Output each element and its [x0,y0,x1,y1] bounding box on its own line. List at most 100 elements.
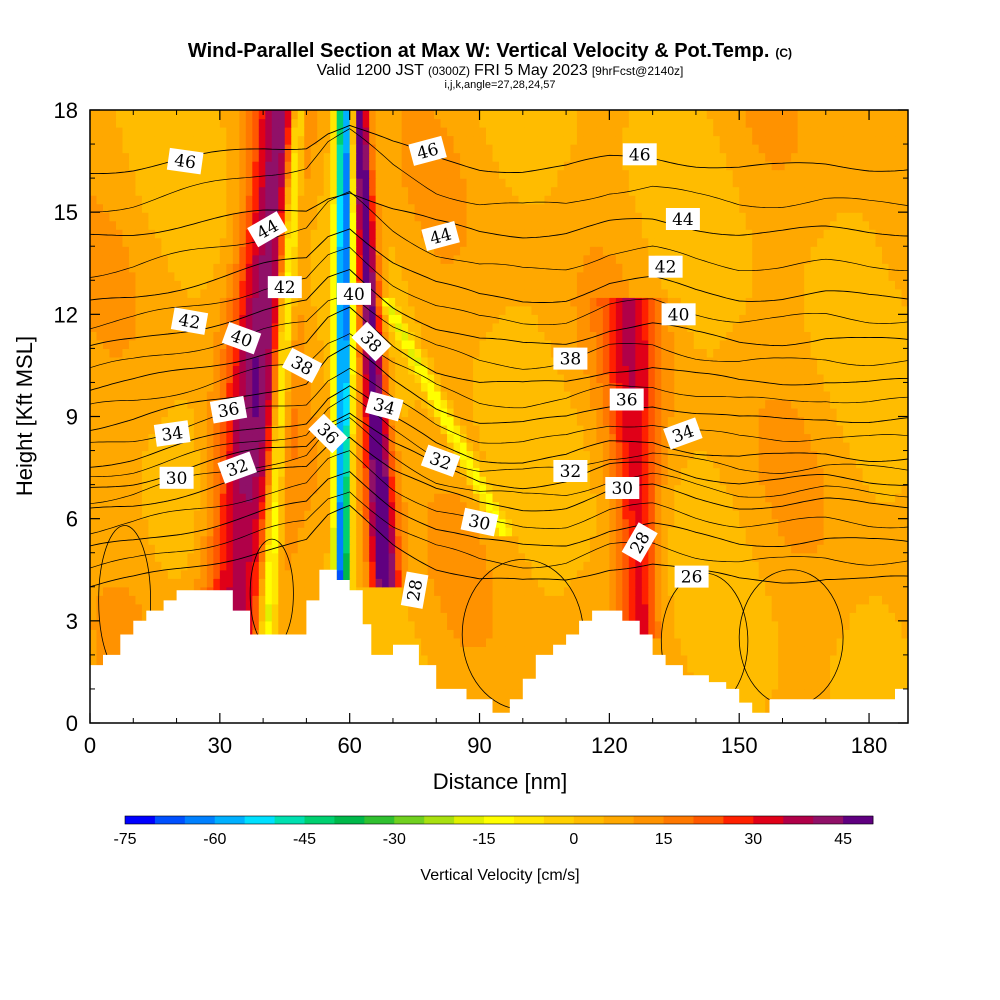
theta-label-box [665,208,700,230]
theta-label-box [460,507,499,537]
theta-label-box [247,211,288,248]
theta-label-box [170,307,209,335]
theta-label: 40 [668,305,690,325]
terrain-mask [90,569,908,723]
colorbar-swatch [304,816,335,824]
terrain [90,569,908,723]
theta-label-box [408,135,447,166]
y-tick-label: 12 [54,302,78,327]
theta-contour-minor [90,394,908,478]
x-tick-label: 60 [337,733,361,758]
theta-contour-44 [90,192,908,239]
theta-label: 46 [173,151,197,174]
theta-label: 26 [681,568,703,588]
theta-label: 42 [274,278,296,298]
colorbar-swatch [184,816,216,824]
theta-label-box [365,391,404,422]
theta-label-box [421,220,460,252]
colorbar-swatch [364,816,395,824]
theta-contour-minor [90,246,908,330]
theta-label-group: 40 [221,322,262,355]
theta-label-box [166,147,204,175]
colorbar-swatch [154,816,186,824]
grid-info: i,j,k,angle=27,28,24,57 [444,79,555,91]
theta-contour-minor [90,450,908,535]
theta-label-box [621,522,658,563]
theta-label-box [153,420,191,447]
theta-label: 36 [216,399,241,422]
theta-contour-minor [90,333,908,409]
theta-label: 28 [404,578,427,603]
theta-contour-26 [90,504,908,588]
colorbar-swatch [484,816,515,824]
theta-contour-minor [90,491,908,569]
theta-label: 40 [343,285,365,305]
y-tick-label: 9 [66,405,78,430]
colorbar-swatch [603,816,635,824]
colorbar-tick-label: 45 [834,831,852,848]
y-tick-label: 15 [54,200,78,225]
y-tick-label: 18 [54,98,78,123]
theta-label-group: 26 [674,565,709,588]
theta-label-box [351,321,392,362]
theta-label: 38 [560,350,582,370]
theta-label-box [267,276,302,299]
theta-label-box [209,395,248,424]
theta-contour-38 [90,306,908,391]
colorbar-swatch [214,816,246,824]
theta-label-group: 28 [400,571,429,609]
x-tick-label: 180 [851,733,888,758]
theta-label-box [281,347,323,384]
theta-label: 42 [177,310,202,333]
theta-contour-minor [90,190,908,278]
theta-label-group: 30 [605,477,640,499]
theta-label-box [648,255,683,278]
y-tick-label: 6 [66,507,78,532]
colorbar-tick-label: 0 [569,831,578,848]
colorbar-tick-label: -15 [472,831,495,848]
colorbar-swatch [693,816,724,824]
theta-label-group: 36 [209,395,248,424]
colorbar-swatch [125,816,156,824]
theta-label-box [605,477,640,499]
theta-label: 36 [616,391,638,411]
colorbar-swatch [573,816,605,824]
theta-label: 30 [166,469,188,489]
theta-label-group: 30 [460,507,499,537]
theta-label-group: 44 [665,208,700,230]
colorbar-swatch [843,816,874,824]
chart-subtitle: Valid 1200 JST (0300Z) FRI 5 May 2023 [9hrF… [317,62,684,79]
theta-label-group: 40 [661,303,696,326]
theta-label-box [661,303,696,326]
theta-label-group: 42 [170,307,209,335]
theta-label: 32 [560,462,582,482]
colorbar-tick-label: -45 [293,831,316,848]
colorbar-tick-label: 30 [744,831,762,848]
theta-label-group: 32 [553,460,588,482]
y-tick-label: 0 [66,711,78,736]
theta-label: 44 [672,210,694,230]
theta-contour-42 [90,228,908,303]
theta-label-group: 46 [166,147,204,175]
theta-label-box [308,413,348,454]
colorbar-swatch [244,816,275,824]
colorbar-frame [124,815,874,825]
theta-label-group: 38 [553,347,588,370]
colorbar: -75 -60 -45 -30 -15 0 15 30 45 [113,815,874,848]
chart-title: Wind-Parallel Section at Max W: Vertical… [188,40,792,62]
colorbar-swatch [663,816,694,824]
x-tick-label: 120 [591,733,628,758]
theta-label: 34 [160,423,184,446]
colorbar-swatch [633,816,664,824]
theta-contour-46 [90,124,908,175]
theta-contour-40 [90,268,908,347]
colorbar-label: Vertical Velocity [cm/s] [420,867,579,884]
theta-label-box [420,444,461,477]
y-tick-label: 3 [66,609,78,634]
colorbar-swatch [543,816,575,824]
colorbar-swatch [454,816,485,824]
theta-label-box [609,388,644,411]
colorbar-swatch [334,816,365,824]
theta-contours [90,124,908,710]
